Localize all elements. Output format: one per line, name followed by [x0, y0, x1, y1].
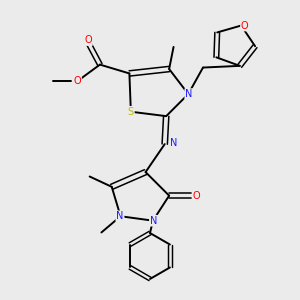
Text: O: O — [84, 35, 92, 45]
Text: S: S — [128, 107, 134, 117]
Text: N: N — [170, 138, 177, 148]
Text: O: O — [192, 190, 200, 201]
Text: N: N — [116, 211, 124, 221]
Text: N: N — [185, 89, 193, 99]
Text: O: O — [74, 76, 81, 86]
Text: O: O — [241, 21, 248, 31]
Text: N: N — [150, 216, 157, 226]
